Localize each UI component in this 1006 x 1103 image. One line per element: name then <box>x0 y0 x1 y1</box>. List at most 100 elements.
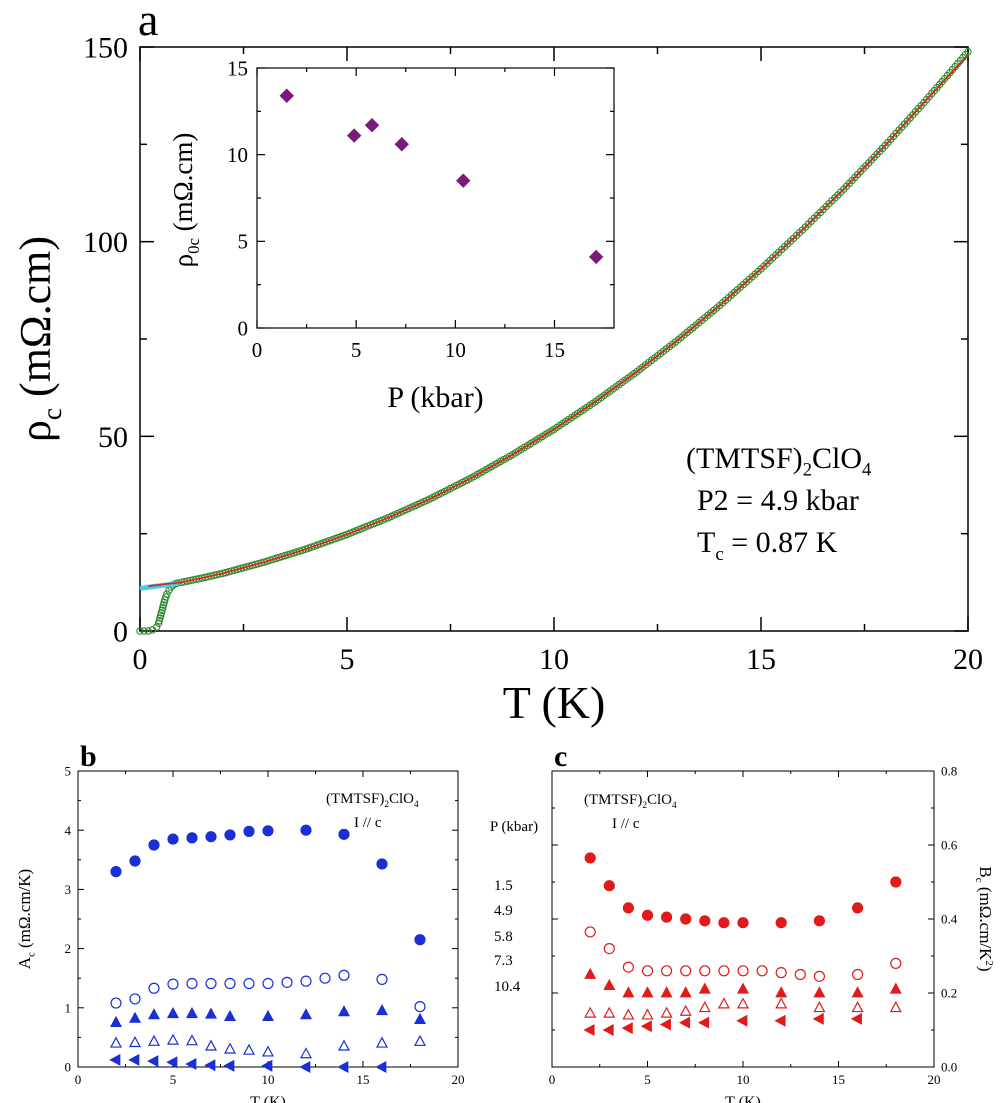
annotation-current: I // c <box>354 815 382 831</box>
data-point <box>261 1059 273 1072</box>
data-point <box>698 982 711 994</box>
data-point <box>737 917 749 929</box>
data-point <box>584 967 597 979</box>
compound-text: (TMTSF) <box>686 442 803 475</box>
compound-text: ClO <box>812 442 862 475</box>
panel-label: a <box>138 0 158 45</box>
series <box>109 1033 427 1059</box>
data-point <box>698 1016 710 1029</box>
data-point <box>603 1006 616 1018</box>
data-point <box>337 1060 349 1074</box>
data-point <box>621 1022 633 1035</box>
data-point <box>775 997 788 1009</box>
data-point <box>205 977 217 990</box>
annotation-current: I // c <box>612 816 640 832</box>
y-axis-label-subscript: 0c <box>184 238 203 254</box>
data-point <box>376 858 388 870</box>
data-point <box>775 986 788 998</box>
data-point <box>736 982 750 994</box>
data-point <box>375 1003 389 1016</box>
data-point <box>262 977 274 990</box>
x-axis-label: T (K) <box>725 1094 761 1103</box>
data-point <box>166 1056 178 1069</box>
data-point <box>243 977 255 990</box>
data-point <box>128 1053 140 1066</box>
data-point <box>583 1023 595 1037</box>
data-point <box>300 824 312 836</box>
y-tick-label: 5 <box>65 764 72 779</box>
y-tick-label: 0 <box>113 616 128 649</box>
data-point <box>129 993 141 1005</box>
x-tick-label: 0 <box>133 643 148 676</box>
y-tick-label: 0 <box>65 1060 72 1075</box>
x-tick-label: 5 <box>351 338 362 362</box>
x-axis-label: T (K) <box>250 1094 286 1103</box>
y-axis-label-units: (mΩ.cm) <box>168 133 198 239</box>
y-axis-label-symbol: A <box>15 956 34 969</box>
series <box>584 967 902 998</box>
legend-title: P (kbar) <box>490 819 538 835</box>
compound-subscript: 2 <box>384 800 389 810</box>
y-axis-label: ρc (mΩ.cm) <box>11 236 67 442</box>
y-axis-label-subscript: c <box>37 408 67 420</box>
data-point <box>622 986 635 998</box>
panel-c: 0 5 10 15 200.0 0.2 0.4 0.6 0.8 c T (K) Bc (mΩ.cm/K… <box>549 740 995 1103</box>
x-tick-label: 10 <box>737 1072 750 1087</box>
data-point <box>813 970 826 982</box>
inset-x-axis-label: P (kbar) <box>387 381 483 414</box>
data-point <box>603 942 615 955</box>
data-point <box>775 917 787 929</box>
data-point <box>243 825 255 837</box>
legend-entry: 4.9 <box>494 903 513 919</box>
y-tick-label: 0.6 <box>941 838 958 853</box>
y-tick-label: 0 <box>238 316 249 340</box>
panel-label: c <box>554 740 567 773</box>
data-point <box>224 977 236 990</box>
data-point <box>186 832 198 844</box>
data-point <box>641 965 654 977</box>
x-tick-label: 5 <box>170 1072 177 1087</box>
series <box>583 1012 862 1037</box>
data-point <box>890 876 902 888</box>
y-tick-label: 10 <box>227 143 248 167</box>
legend-entry: 10.4 <box>494 979 521 995</box>
data-point <box>337 1039 351 1051</box>
data-point <box>109 1015 123 1027</box>
data-point <box>756 965 768 977</box>
data-point <box>660 965 673 977</box>
data-point <box>110 866 122 878</box>
legend-entry: 7.3 <box>494 953 513 969</box>
data-point <box>622 902 635 914</box>
data-point <box>622 961 635 973</box>
annotation-tc: Tc = 0.87 K <box>697 526 838 565</box>
x-tick-label: 15 <box>832 1072 845 1087</box>
data-point <box>794 968 806 981</box>
data-point <box>584 852 596 864</box>
data-point <box>261 1009 275 1022</box>
inset-chart: 0 5 10 15 0 5 10 15 P (kbar) ρ0c (mΩ.cm) <box>168 56 615 414</box>
data-point <box>659 1018 671 1031</box>
data-point <box>812 1012 824 1025</box>
data-point <box>890 957 902 970</box>
data-point <box>166 1033 180 1045</box>
x-tick-label: 5 <box>644 1072 651 1087</box>
data-point <box>889 1001 902 1013</box>
x-tick-label: 15 <box>544 338 565 362</box>
data-point <box>641 1008 654 1020</box>
y-axis-label-units: (mΩ.cm/K <box>976 883 995 962</box>
y-axis-label: Bc (mΩ.cm/K2) <box>973 866 995 971</box>
annotation-pressure: P2 = 4.9 kbar <box>697 484 859 517</box>
data-point <box>204 1007 218 1019</box>
series <box>109 1003 427 1027</box>
data-point <box>152 623 161 631</box>
y-axis-label: Ac (mΩ.cm/K) <box>15 869 37 969</box>
data-point <box>109 1053 121 1066</box>
y-tick-label: 4 <box>65 823 72 838</box>
data-point <box>128 1035 142 1048</box>
data-point <box>660 1006 673 1018</box>
series <box>110 969 426 1013</box>
data-point <box>109 1036 123 1048</box>
data-point <box>718 917 730 929</box>
